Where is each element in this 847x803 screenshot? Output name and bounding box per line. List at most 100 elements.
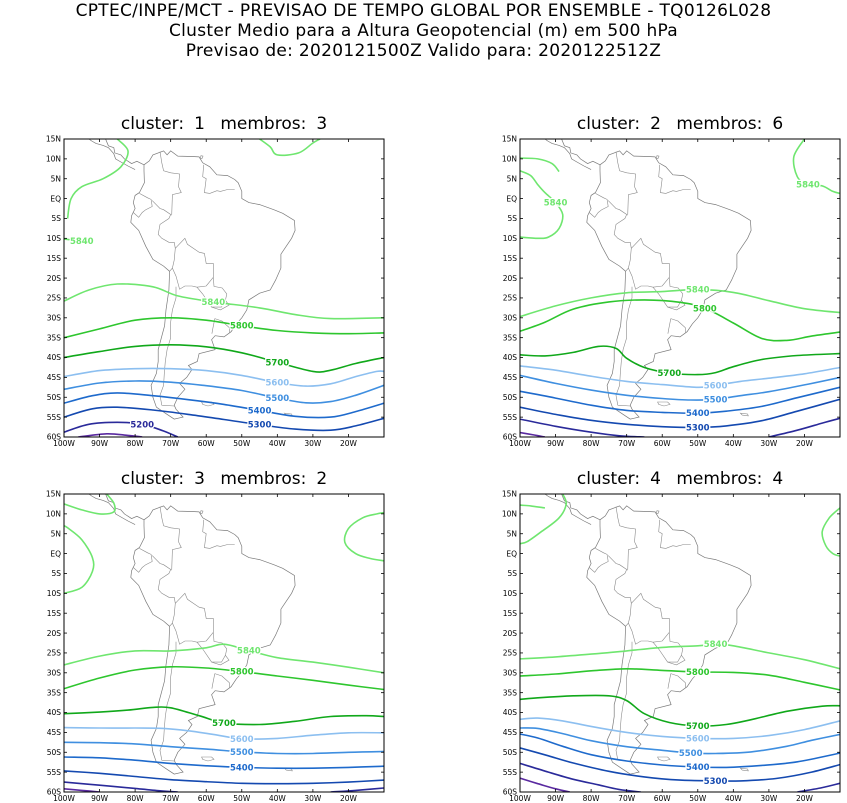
contour-5200 xyxy=(64,781,178,792)
country-border xyxy=(159,151,182,216)
contour-5100 xyxy=(78,432,143,437)
lat-label: 25S xyxy=(47,294,62,303)
chart-title-line-1: CPTEC/INPE/MCT - PREVISAO DE TEMPO GLOBA… xyxy=(75,1,772,21)
contour-5840 xyxy=(259,139,321,157)
south-america-coastline xyxy=(586,150,752,420)
lat-label: 5N xyxy=(507,529,517,538)
map-content: 5840 5800 5700 5600 5500 5400 5300 xyxy=(520,494,840,792)
lat-label: 10N xyxy=(46,155,61,164)
lon-label: 60W xyxy=(198,794,216,803)
country-border xyxy=(211,673,216,689)
lat-label: 60S xyxy=(47,788,62,797)
members-number: 2 xyxy=(316,469,328,489)
contour-label: 5400 xyxy=(230,763,254,773)
country-border xyxy=(589,548,609,573)
lon-label: 90W xyxy=(91,439,109,448)
cluster-label: cluster: xyxy=(120,469,185,489)
lat-label: 40S xyxy=(47,353,62,362)
lon-label: 40W xyxy=(269,439,287,448)
contour-label: 5500 xyxy=(230,748,254,758)
contour-label: 5300 xyxy=(704,777,728,787)
contour-label: 5840 xyxy=(237,647,261,657)
lon-label: 70W xyxy=(618,439,636,448)
lon-label: 70W xyxy=(618,794,636,803)
country-border xyxy=(159,286,177,407)
contour-5300 xyxy=(520,747,840,782)
contour-label: 5800 xyxy=(230,668,254,678)
lon-label: 50W xyxy=(689,439,707,448)
lon-label: 60W xyxy=(654,439,672,448)
country-border xyxy=(172,592,214,645)
contour-label: 5400 xyxy=(686,409,710,419)
lat-label: EQ xyxy=(50,194,61,203)
lat-label: 10S xyxy=(47,234,62,243)
contour-label: 5500 xyxy=(265,394,289,404)
contour-5840 xyxy=(64,494,116,515)
contour-5300 xyxy=(520,398,840,429)
contour-label: 5400 xyxy=(248,406,272,416)
island-outline xyxy=(657,756,671,762)
lon-label: 30W xyxy=(304,439,322,448)
panel-1-title: cluster: 1 membros: 3 xyxy=(64,114,384,134)
map-content: 5840 5800 5700 5600 5500 5400 xyxy=(64,494,384,792)
contour-5500 xyxy=(520,374,840,401)
lat-label: 10N xyxy=(502,510,517,519)
country-border xyxy=(159,506,182,571)
country-border xyxy=(615,151,638,216)
lon-label: 20W xyxy=(796,794,814,803)
lat-label: 10N xyxy=(46,510,61,519)
lon-label: 90W xyxy=(547,439,565,448)
lon-label: 50W xyxy=(689,794,707,803)
country-border xyxy=(615,506,638,571)
contour-5840 xyxy=(64,643,384,674)
country-border xyxy=(667,318,672,334)
contour-5600 xyxy=(520,717,840,740)
lat-label: 5S xyxy=(51,214,61,223)
country-border xyxy=(151,555,176,627)
country-border xyxy=(214,318,230,333)
contour-5700 xyxy=(520,345,840,376)
lat-label: 5S xyxy=(51,569,61,578)
contour-5400 xyxy=(64,392,384,419)
contour-label: 5600 xyxy=(704,381,728,391)
country-border xyxy=(615,641,633,762)
lon-label: 80W xyxy=(583,794,601,803)
contour-5800 xyxy=(64,665,384,691)
country-border xyxy=(607,200,632,272)
lat-label: 35S xyxy=(47,688,62,697)
chart-title-line-2: Cluster Medio para a Altura Geopotencial… xyxy=(168,21,679,41)
lat-label: 15S xyxy=(47,254,62,263)
contour-5200 xyxy=(64,421,179,437)
country-border xyxy=(658,164,691,194)
lat-label: 45S xyxy=(47,728,62,737)
panel-1-map: 5840 5840 5800 5700 5600 5500 5400 5300 5200 15N 1… xyxy=(46,135,385,448)
central-america-pacific-coast xyxy=(544,139,592,170)
lat-label: 60S xyxy=(47,433,62,442)
lon-label: 50W xyxy=(233,439,251,448)
lon-label: 20W xyxy=(340,794,358,803)
contour-5200 xyxy=(797,782,840,792)
lat-label: 15N xyxy=(502,490,517,499)
country-border xyxy=(211,655,230,666)
contour-5400 xyxy=(64,756,384,770)
country-border xyxy=(670,673,686,688)
contour-5100 xyxy=(520,777,570,792)
contour-5600 xyxy=(64,726,384,740)
contour-5300 xyxy=(64,406,384,432)
contour-label: 5500 xyxy=(679,749,703,759)
contour-5500 xyxy=(64,380,384,404)
chart-title-line-3: Previsao de: 2020121500Z Valido para: 20… xyxy=(185,41,662,61)
contour-5840 xyxy=(64,525,95,595)
contour-5500 xyxy=(520,727,840,755)
central-america-coastline xyxy=(561,494,601,521)
lon-label: 30W xyxy=(760,794,778,803)
country-border xyxy=(607,555,632,627)
contour-5800 xyxy=(64,316,384,339)
lat-label: 35S xyxy=(503,688,518,697)
island-outline xyxy=(657,401,671,407)
contour-label: 5840 xyxy=(796,181,820,191)
contour-5300 xyxy=(64,770,384,785)
lon-label: 100W xyxy=(53,794,75,803)
lat-label: 15S xyxy=(47,609,62,618)
contour-5840 xyxy=(343,511,384,562)
